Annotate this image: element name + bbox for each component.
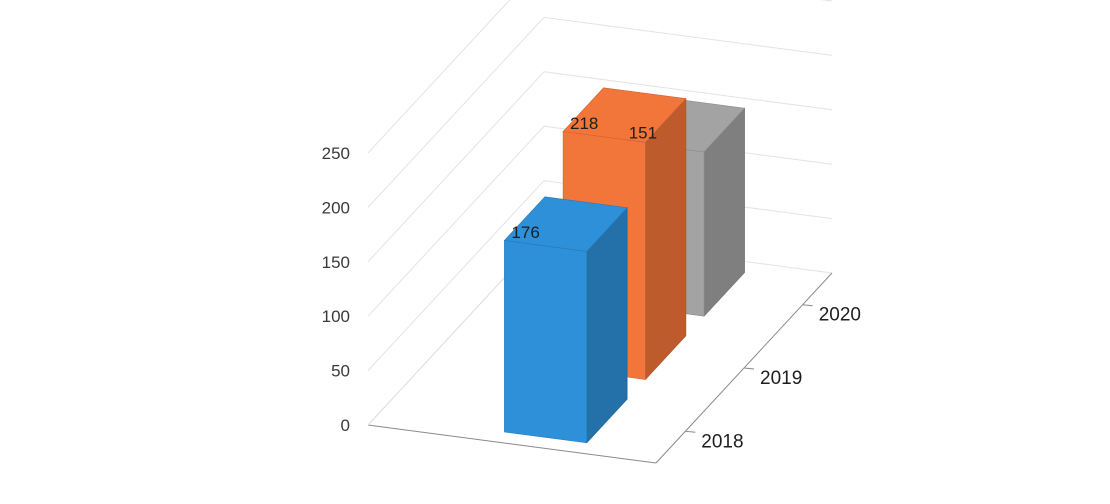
y-tick-label: 0 xyxy=(341,416,350,435)
depth-category-label-2019: 2019 xyxy=(760,368,802,389)
bar-front-face xyxy=(504,240,588,444)
y-tick-label: 250 xyxy=(322,144,350,163)
bar-2018 xyxy=(503,196,628,444)
y-tick-label: 50 xyxy=(331,362,350,381)
y-tick-label: 100 xyxy=(322,307,350,326)
depth-category-label-2018: 2018 xyxy=(701,431,743,452)
gridline-150 xyxy=(367,71,833,263)
floor-front-edge xyxy=(367,424,657,464)
bar-layer xyxy=(503,87,746,444)
depth-tick xyxy=(802,304,813,307)
data-label-2018: 176 xyxy=(511,223,539,242)
y-tick-label: 200 xyxy=(322,198,350,217)
data-label-layer: 151 218 176 xyxy=(511,114,657,242)
data-label-2019: 218 xyxy=(570,114,598,133)
depth-category-label-2020: 2020 xyxy=(819,305,861,326)
bar-top-face xyxy=(562,87,687,143)
gridline-250 xyxy=(367,0,833,154)
depth-tick xyxy=(743,367,755,370)
data-label-2020: 151 xyxy=(629,124,657,143)
gridline-200 xyxy=(367,16,833,208)
depth-tick xyxy=(685,430,696,433)
bar-top-face xyxy=(503,196,628,252)
y-tick-label: 150 xyxy=(322,253,350,272)
axis-labels: 0 50 100 150 200 250 2018 2019 2020 xyxy=(322,144,861,452)
